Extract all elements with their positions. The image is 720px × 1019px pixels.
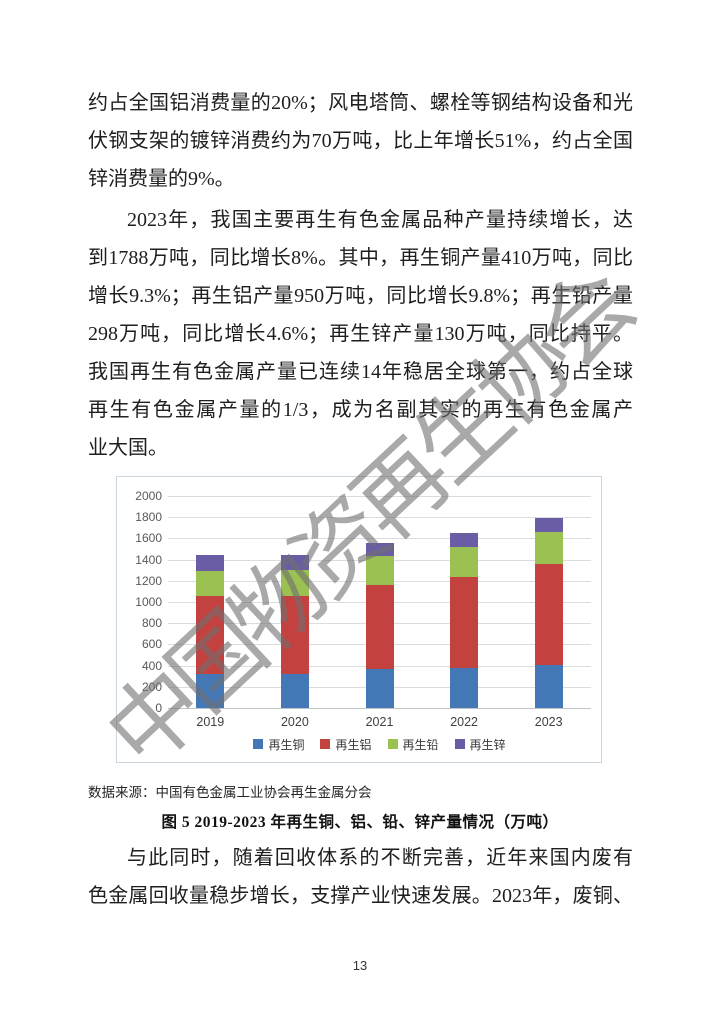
- text-line: 锌消费量的9%。: [88, 168, 235, 190]
- bar-segment-再生铅-2021: [365, 555, 394, 586]
- y-tick-label: 600: [141, 637, 162, 652]
- legend-item-再生铝: 再生铝: [320, 736, 372, 753]
- text-line: 增长9.3%；再生铝产量950万吨，同比增长9.8%；再生铅产量: [88, 285, 633, 307]
- bar-segment-再生铜-2019: [196, 673, 225, 708]
- paragraph-zinc-consumption: 约占全国铝消费量的20%；风电塔筒、螺栓等钢结构设备和光 伏钢支架的镀锌消费约为7…: [88, 84, 633, 198]
- text-line: 我国再生有色金属产量已连续14年稳居全球第一，约占全球: [88, 361, 633, 383]
- bar-segment-再生铝-2022: [450, 577, 479, 669]
- bar-segment-再生锌-2022: [450, 532, 479, 547]
- legend-label: 再生铜: [268, 737, 305, 752]
- y-tick-label: 1800: [135, 510, 162, 525]
- legend-label: 再生铅: [402, 737, 439, 752]
- bar-segment-再生铅-2019: [196, 571, 225, 597]
- text-line: 298万吨，同比增长4.6%；再生锌产量130万吨，同比持平。: [88, 323, 633, 345]
- legend-label: 再生锌: [469, 737, 506, 752]
- legend-item-再生铜: 再生铜: [253, 736, 304, 753]
- bar-segment-再生锌-2020: [280, 555, 309, 571]
- bar-segment-再生铜-2021: [365, 669, 394, 708]
- bar-segment-再生铝-2023: [534, 563, 563, 665]
- text-line: 约占全国铝消费量的20%；风电塔筒、螺栓等钢结构设备和光: [88, 92, 633, 114]
- bar-segment-再生铝-2019: [196, 596, 225, 674]
- paragraph-2023-production: 2023年，我国主要再生有色金属品种产量持续增长，达到1788万吨，同比增长8%…: [88, 201, 633, 467]
- gridline: [168, 496, 591, 497]
- text-line: 业大国。: [88, 437, 168, 459]
- y-tick-label: 1000: [135, 595, 162, 609]
- y-tick-label: 2000: [135, 489, 162, 503]
- y-tick-label: 1600: [135, 531, 162, 546]
- text-line: 到1788万吨，同比增长8%。其中，再生铜产量410万吨，同比: [88, 247, 633, 269]
- bar-segment-再生铝-2020: [280, 595, 309, 674]
- paragraph-recycling-growth: 与此同时，随着回收体系的不断完善，近年来国内废有色金属回收量稳步增长，支撑产业快…: [88, 839, 633, 915]
- y-tick-label: 1200: [135, 573, 162, 588]
- bar-segment-再生锌-2019: [196, 555, 225, 572]
- data-source-note: 数据来源：中国有色金属工业协会再生金属分会: [88, 785, 372, 800]
- bar-segment-再生铜-2022: [450, 668, 479, 708]
- bar-segment-再生铜-2020: [280, 673, 309, 708]
- legend-swatch-icon: [387, 739, 398, 749]
- bar-segment-再生铅-2020: [280, 570, 309, 596]
- x-tick-label: 2022: [450, 715, 478, 729]
- figure-caption: 图 5 2019-2023 年再生铜、铝、铅、锌产量情况（万吨）: [161, 814, 559, 831]
- x-axis-line: [168, 708, 591, 709]
- text-line: 色金属回收量稳步增长，支撑产业快速发展。2023年，废铜、: [88, 885, 633, 907]
- production-bar-chart: 0 200 400 600 800 1000 1200 1400 1600 1800 2000 201…: [116, 476, 602, 763]
- y-tick-label: 800: [141, 616, 162, 631]
- x-tick-label: 2021: [365, 715, 394, 729]
- chart-legend: 再生铜 再生铝 再生铅 再生锌: [168, 735, 591, 753]
- text-line: 再生有色金属产量的1/3，成为名副其实的再生有色金属产: [88, 399, 633, 421]
- x-tick-label: 2020: [280, 715, 309, 729]
- legend-item-再生铅: 再生铅: [387, 736, 439, 753]
- page-number: 13: [352, 958, 368, 973]
- x-tick-label: 2019: [196, 715, 225, 729]
- bar-segment-再生铝-2021: [365, 585, 394, 670]
- legend-swatch-icon: [320, 739, 331, 749]
- x-tick-label: 2023: [534, 715, 563, 729]
- text-line: 2023年，我国主要再生有色金属品种产量持续增长，达: [127, 209, 633, 231]
- y-tick-label: 400: [141, 658, 162, 673]
- bar-segment-再生铜-2023: [534, 664, 563, 708]
- chart-plot-area: 0 200 400 600 800 1000 1200 1400 1600 1800 2000 201…: [117, 477, 601, 762]
- gridline: [168, 517, 591, 519]
- bar-segment-再生锌-2021: [365, 542, 394, 556]
- legend-label: 再生铝: [335, 737, 372, 752]
- legend-item-再生锌: 再生锌: [454, 736, 506, 753]
- text-line: 与此同时，随着回收体系的不断完善，近年来国内废有: [127, 847, 633, 869]
- bar-segment-再生锌-2023: [534, 518, 563, 533]
- y-tick-label: 200: [141, 679, 162, 694]
- bar-segment-再生铅-2022: [450, 546, 479, 578]
- text-line: 伏钢支架的镀锌消费约为70万吨，比上年增长51%，约占全国: [88, 130, 633, 152]
- legend-swatch-icon: [253, 739, 264, 749]
- y-tick-label: 0: [155, 701, 162, 715]
- legend-swatch-icon: [454, 739, 465, 749]
- bar-segment-再生铅-2023: [534, 532, 563, 564]
- y-tick-label: 1400: [135, 552, 162, 567]
- gridline: [168, 538, 591, 540]
